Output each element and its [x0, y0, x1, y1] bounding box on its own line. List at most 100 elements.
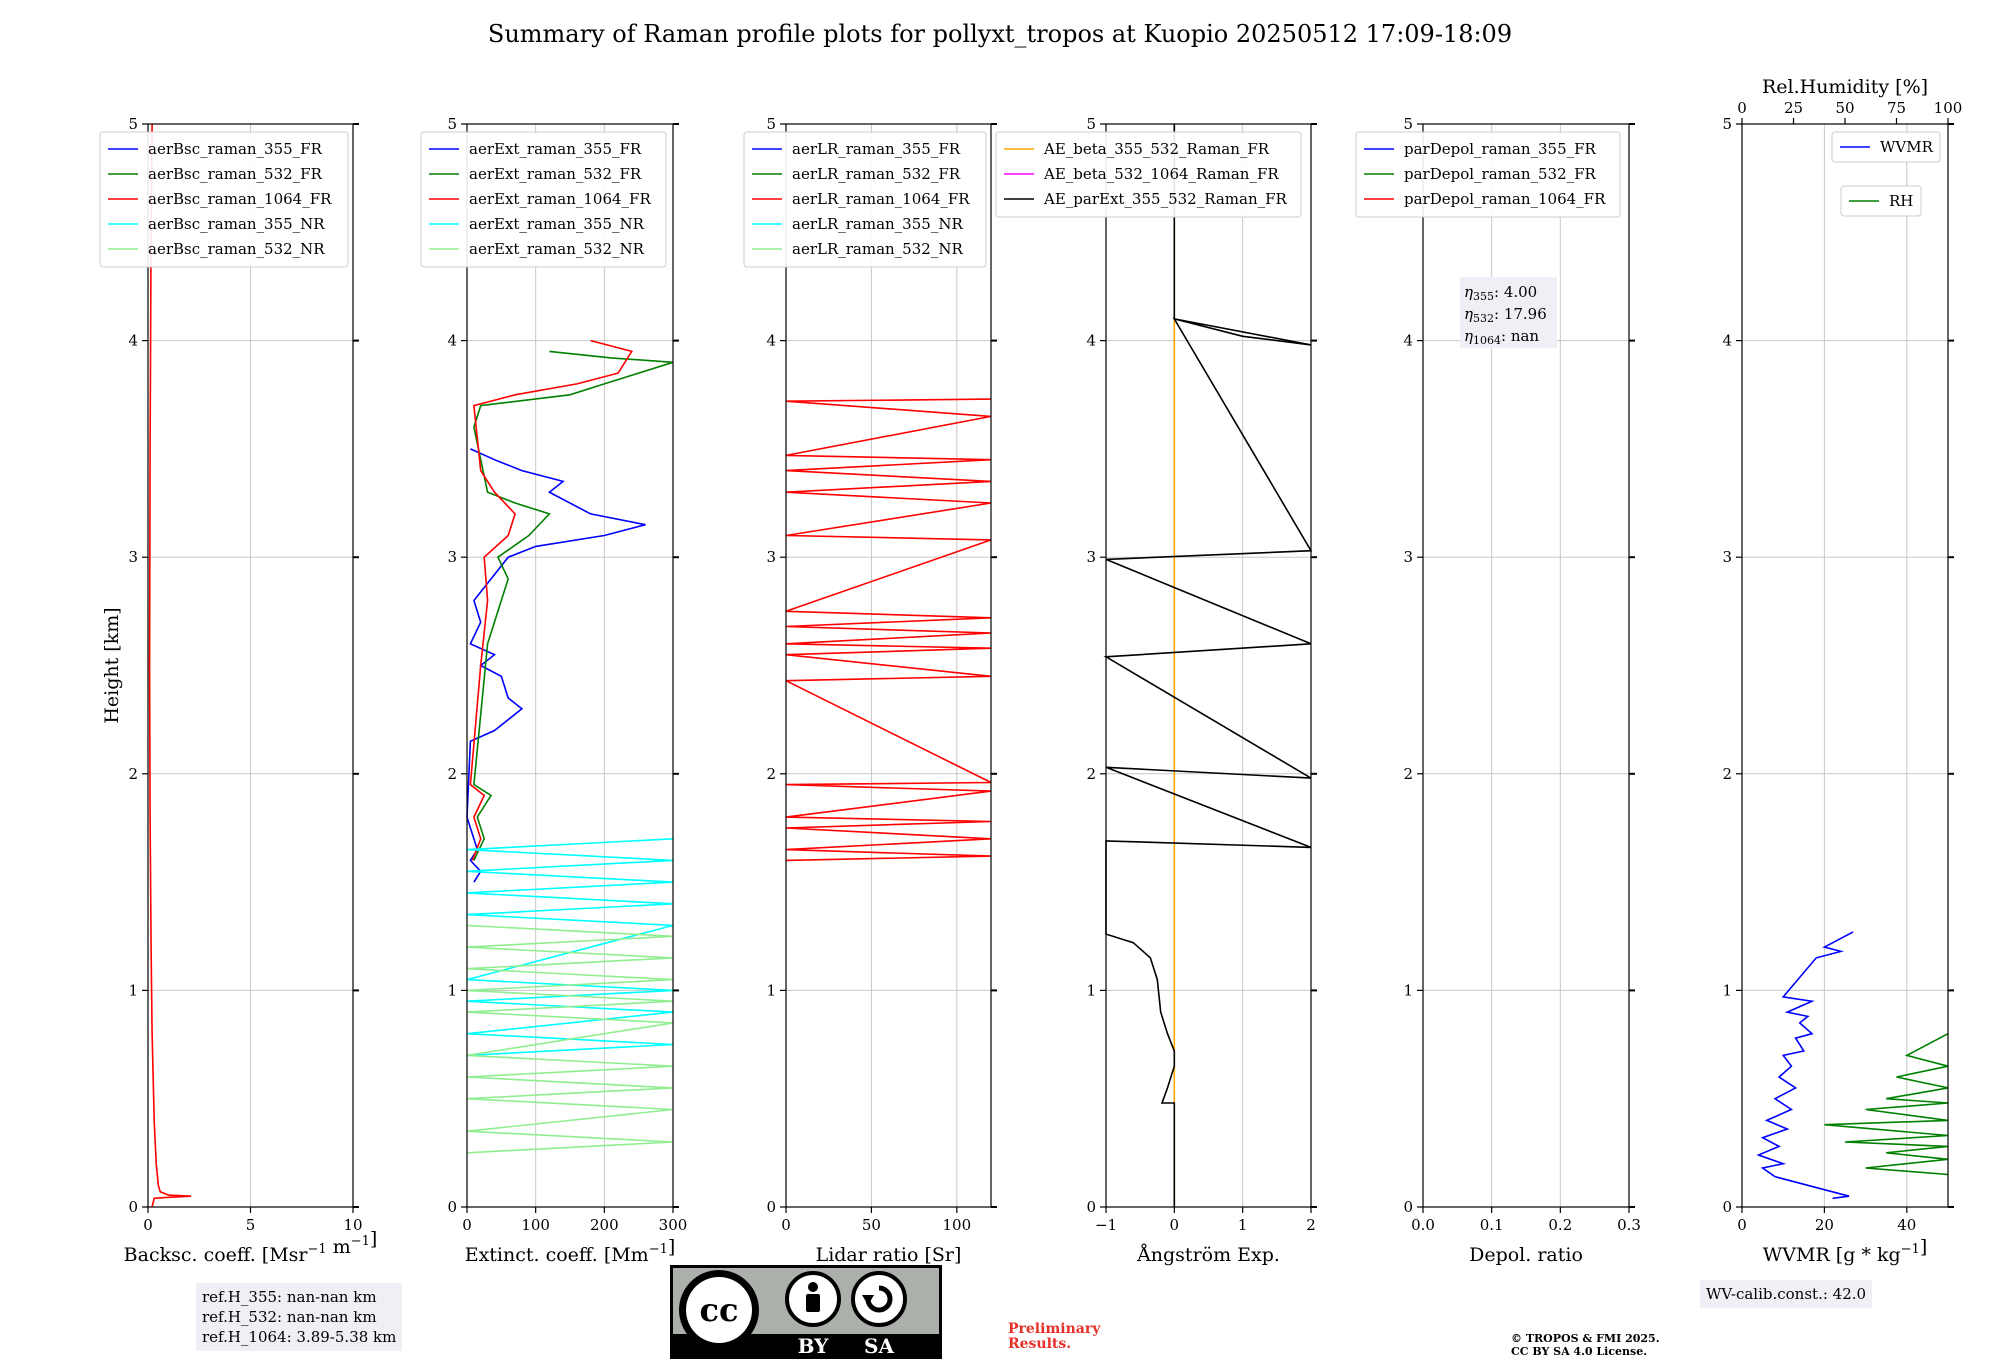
y-tick-label: 4	[1403, 332, 1413, 350]
y-tick-label: 0	[128, 1198, 138, 1216]
legend-entry-aerLR_raman_532_FR: aerLR_raman_532_FR	[792, 165, 961, 183]
x-axis-label: Ångström Exp.	[1136, 1244, 1280, 1266]
y-tick-label: 5	[128, 115, 138, 133]
y-tick-label: 2	[766, 765, 776, 783]
copyright-note: © TROPOS & FMI 2025. CC BY SA 4.0 Licens…	[1511, 1332, 1660, 1358]
y-tick-label: 2	[447, 765, 457, 783]
cc-by-sa-license-logo: cc BY SA	[670, 1265, 942, 1359]
legend-entry-aerBsc_raman_532_FR: aerBsc_raman_532_FR	[148, 165, 323, 183]
legend-wvmr: WVMR	[1831, 131, 1941, 163]
axes-frame	[1741, 123, 1949, 1208]
copyright-line-2: CC BY SA 4.0 License.	[1511, 1345, 1648, 1358]
legend-entry-AE_beta_355_532_Raman_FR: AE_beta_355_532_Raman_FR	[1043, 140, 1270, 158]
x-tick-label: 300	[659, 1216, 688, 1234]
eta-line: η1064: nan	[1464, 327, 1539, 347]
y-tick-label: 3	[1086, 548, 1096, 566]
ref-h-355: ref.H_355: nan-nan km	[202, 1288, 377, 1306]
axes-frame	[1422, 123, 1630, 1208]
top-x-tick-label: 75	[1887, 99, 1906, 117]
preliminary-line-1: Preliminary	[1008, 1321, 1101, 1337]
legend-lr: aerLR_raman_355_FR aerLR_raman_532_FR aerL…	[743, 131, 987, 268]
legend-wvmr-rh: RH	[1840, 185, 1922, 217]
series-line-AE_parExt_355_532_Raman_FR	[1103, 124, 1313, 1207]
series-line-aerBsc_raman_1064_FR	[148, 123, 192, 1208]
y-tick-label: 0	[447, 1198, 457, 1216]
ref-h-1064: ref.H_1064: 3.89-5.38 km	[202, 1328, 397, 1346]
series-line-aerExt_raman_532_FR	[473, 350, 674, 861]
x-tick-label: 50	[862, 1216, 881, 1234]
x-tick-label: 20	[1815, 1216, 1834, 1234]
legend-entry-AE_beta_532_1064_Raman_FR: AE_beta_532_1064_Raman_FR	[1043, 165, 1279, 183]
x-tick-label: 0.3	[1617, 1216, 1641, 1234]
series-line-aerExt_raman_355_FR	[466, 448, 646, 883]
y-tick-label: 0	[1086, 1198, 1096, 1216]
legend-entry-aerBsc_raman_355_NR: aerBsc_raman_355_NR	[148, 215, 325, 233]
x-tick-label: 0	[462, 1216, 472, 1234]
y-tick-label: 2	[1722, 765, 1732, 783]
legend-entry-aerBsc_raman_532_NR: aerBsc_raman_532_NR	[148, 240, 325, 258]
legend-depol: parDepol_raman_355_FR parDepol_raman_532_…	[1355, 131, 1621, 218]
legend-entry-aerLR_raman_532_NR: aerLR_raman_532_NR	[792, 240, 963, 258]
legend-entry-RH: RH	[1889, 192, 1913, 210]
legend-entry-parDepol_raman_1064_FR: parDepol_raman_1064_FR	[1404, 190, 1606, 208]
x-axis-label: Lidar ratio [Sr]	[816, 1244, 962, 1266]
sa-text: SA	[864, 1334, 894, 1358]
series-line-RH	[1824, 1032, 1949, 1176]
legend-entry-parDepol_raman_532_FR: parDepol_raman_532_FR	[1404, 165, 1597, 183]
legend-entry-aerExt_raman_532_NR: aerExt_raman_532_NR	[469, 240, 645, 258]
axes-frame	[466, 123, 674, 1208]
wv-calib-const: WV-calib.const.: 42.0	[1706, 1285, 1867, 1303]
series-line-aerExt_raman_532_NR	[466, 924, 674, 1154]
y-tick-label: 3	[1403, 548, 1413, 566]
y-tick-label: 3	[1722, 548, 1732, 566]
x-axis-label: Extinct. coeff. [Mm−1]	[465, 1236, 676, 1266]
legend-bsc: aerBsc_raman_355_FR aerBsc_raman_532_FRae…	[99, 131, 349, 268]
y-tick-label: 2	[128, 765, 138, 783]
wv-calibration-box: WV-calib.const.: 42.0	[1700, 1280, 1873, 1308]
x-tick-label: 0.1	[1480, 1216, 1504, 1234]
x-tick-label: 0	[143, 1216, 153, 1234]
legend-entry-WVMR: WVMR	[1880, 138, 1934, 156]
x-axis-label: WVMR [g * kg−1]	[1763, 1236, 1927, 1266]
y-tick-label: 0	[1403, 1198, 1413, 1216]
legend-entry-aerLR_raman_355_FR: aerLR_raman_355_FR	[792, 140, 961, 158]
legend-entry-aerExt_raman_355_NR: aerExt_raman_355_NR	[469, 215, 645, 233]
y-tick-label: 3	[447, 548, 457, 566]
x-tick-label: 1	[1238, 1216, 1248, 1234]
y-tick-label: 5	[1722, 115, 1732, 133]
y-tick-label: 5	[447, 115, 457, 133]
x-axis-label: Backsc. coeff. [Msr−1 m−1]	[124, 1228, 378, 1266]
y-tick-label: 2	[1086, 765, 1096, 783]
axes-frame	[1105, 123, 1312, 1208]
y-tick-label: 4	[128, 332, 138, 350]
y-tick-label: 4	[447, 332, 457, 350]
top-x-tick-label: 0	[1737, 99, 1747, 117]
y-tick-label: 5	[1403, 115, 1413, 133]
legend-entry-AE_parExt_355_532_Raman_FR: AE_parExt_355_532_Raman_FR	[1043, 190, 1288, 208]
series-line-aerLR_raman_1064_FR	[785, 398, 992, 862]
y-tick-label: 1	[766, 981, 776, 999]
panel-ext: 0 1 2 3 4 5 0 100 200 300 Extinct. coeff. [Mm−1] ae…	[420, 115, 688, 1266]
y-tick-label: 1	[1722, 981, 1732, 999]
x-tick-label: 0.2	[1548, 1216, 1572, 1234]
eta-line: η355: 4.00	[1464, 283, 1537, 303]
y-tick-label: 1	[1086, 981, 1096, 999]
y-tick-label: 0	[766, 1198, 776, 1216]
x-tick-label: −1	[1095, 1216, 1117, 1234]
x-tick-label: 100	[521, 1216, 550, 1234]
top-axis-label: Rel.Humidity [%]	[1762, 76, 1928, 98]
y-tick-label: 3	[128, 548, 138, 566]
series-line-aerExt_raman_1064_FR	[469, 339, 634, 861]
figure-title: Summary of Raman profile plots for polly…	[487, 20, 1513, 48]
top-x-tick-label: 50	[1835, 99, 1854, 117]
legend-entry-aerBsc_raman_355_FR: aerBsc_raman_355_FR	[148, 140, 323, 158]
legend-ext: aerExt_raman_355_FR aerExt_raman_532_FRae…	[420, 131, 667, 268]
legend-ae: AE_beta_355_532_Raman_FR AE_beta_532_1064…	[995, 131, 1302, 218]
preliminary-results-note: Preliminary Results.	[1008, 1322, 1100, 1352]
y-tick-label: 1	[447, 981, 457, 999]
x-tick-label: 40	[1897, 1216, 1916, 1234]
